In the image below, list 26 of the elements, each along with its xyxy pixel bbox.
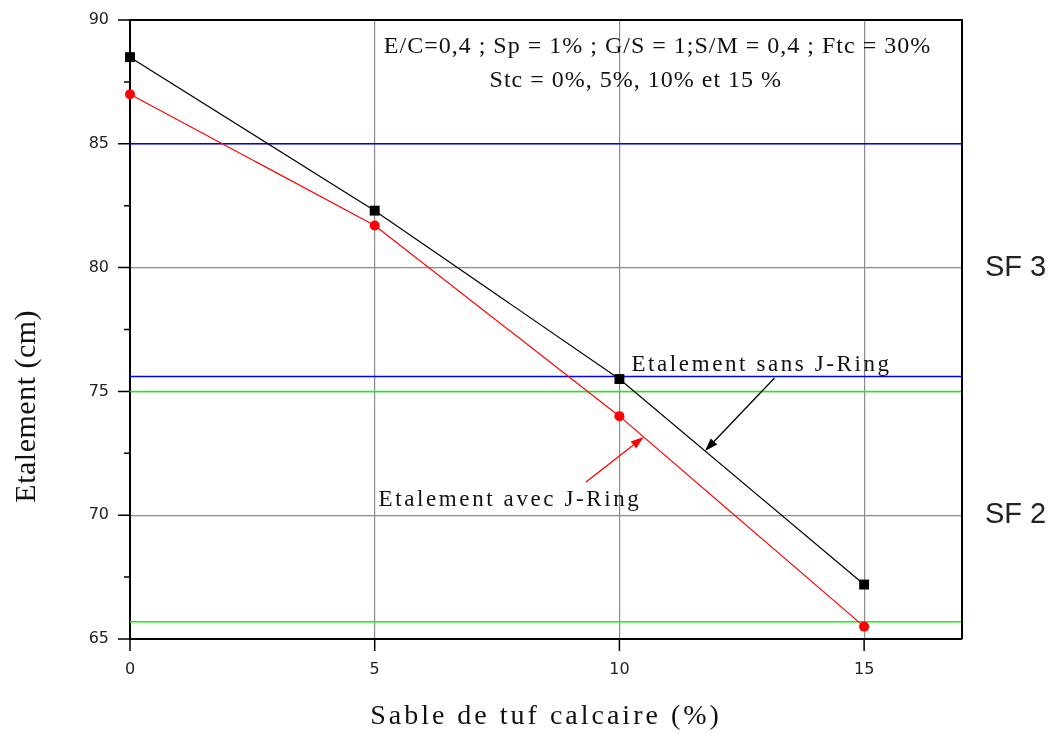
legend-label: Etalement avec J-Ring (378, 486, 642, 512)
x-tick-label: 15 (853, 658, 875, 678)
y-tick-label: 75 (88, 380, 109, 400)
point (859, 621, 870, 632)
point (614, 374, 625, 384)
text: SF 2 (985, 497, 1047, 530)
y-tick-label: 65 (88, 628, 109, 648)
point (614, 411, 625, 422)
x-axis-title: Sable de tuf calcaire (%) (370, 699, 722, 731)
y-axis-title: Etalement (cm) (7, 309, 42, 503)
x-tick-label: 10 (609, 658, 630, 678)
point (369, 220, 380, 231)
annotation: Stc = 0%, 5%, 10% et 15 % (489, 66, 783, 93)
point (859, 579, 870, 590)
y-tick-label: 90 (88, 9, 109, 29)
series-label: Etalement sans J-Ring (631, 351, 892, 377)
y-tick-label: 85 (88, 132, 109, 152)
point (369, 205, 380, 216)
point (125, 52, 135, 63)
text: SF 3 (985, 249, 1047, 282)
annotation: E/C=0,4 ; Sp = 1% ; G/S = 1;S/M = 0,4 ; Ftc = 30% (383, 32, 932, 59)
y-tick-label: 70 (88, 504, 109, 524)
x-tick-label: 5 (369, 658, 380, 678)
point (125, 89, 135, 100)
x-tick-label: 0 (124, 658, 136, 678)
y-tick-label: 80 (88, 256, 109, 276)
